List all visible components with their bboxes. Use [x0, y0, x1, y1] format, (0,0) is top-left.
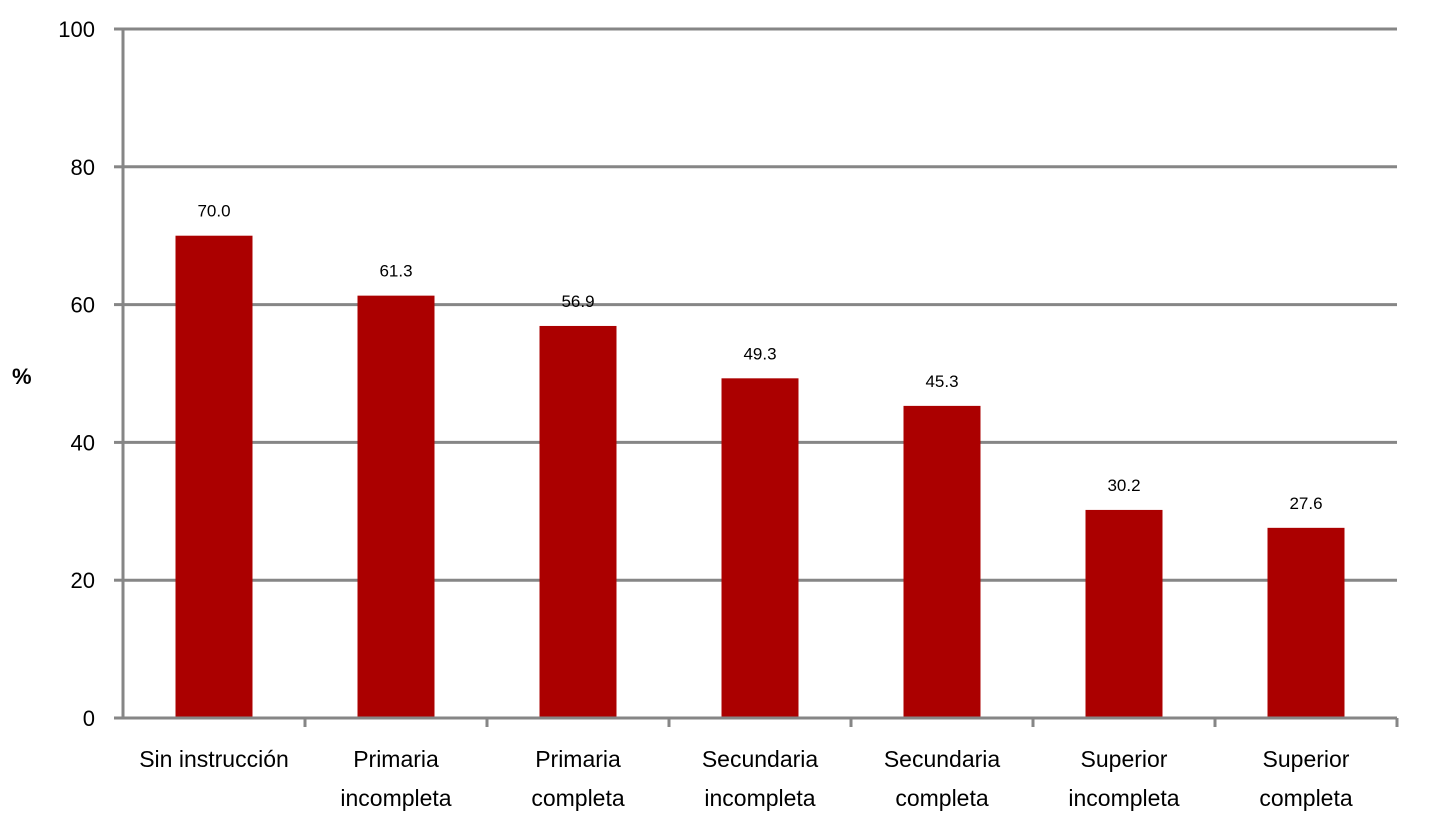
category-label-5-line-1: incompleta [1068, 785, 1179, 811]
bar-3 [721, 378, 799, 718]
category-label-3-line-0: Secundaria [702, 746, 819, 772]
category-label-6-line-0: Superior [1263, 746, 1350, 772]
bars [175, 235, 1345, 718]
y-tick-label-40: 40 [71, 430, 95, 455]
category-label-3-line-1: incompleta [704, 785, 815, 811]
category-label-1-line-1: incompleta [340, 785, 451, 811]
category-label-5-line-0: Superior [1081, 746, 1168, 772]
category-label-6-line-1: completa [1259, 785, 1353, 811]
category-label-1-line-0: Primaria [353, 746, 439, 772]
data-label-0: 70.0 [197, 202, 230, 221]
bar-4 [903, 405, 981, 718]
data-label-5: 30.2 [1107, 476, 1140, 495]
axes [114, 27, 1399, 727]
y-tick-label-60: 60 [71, 293, 95, 318]
category-label-4-line-1: completa [895, 785, 989, 811]
category-label-0: Sin instrucción [139, 746, 289, 772]
data-label-1: 61.3 [379, 262, 412, 281]
data-label-4: 45.3 [925, 372, 958, 391]
data-label-6: 27.6 [1289, 494, 1322, 513]
bar-5 [1085, 509, 1163, 718]
y-tick-label-20: 20 [71, 568, 95, 593]
y-axis-title: % [12, 364, 32, 389]
category-label-4-line-0: Secundaria [884, 746, 1001, 772]
y-tick-label-100: 100 [58, 17, 95, 42]
bar-0 [175, 235, 253, 718]
labels: 0 20 40 60 80 100 70.0 Sin instrucción 61.3 Prima… [58, 17, 1353, 811]
bar-1 [357, 295, 435, 718]
y-tick-label-80: 80 [71, 155, 95, 180]
data-label-2: 56.9 [561, 292, 594, 311]
bar-6 [1267, 527, 1345, 718]
data-label-3: 49.3 [743, 344, 776, 363]
y-tick-label-0: 0 [83, 706, 95, 731]
gridlines [123, 27, 1397, 582]
bar-2 [539, 325, 617, 718]
category-label-2-line-1: completa [531, 785, 625, 811]
category-label-2-line-0: Primaria [535, 746, 621, 772]
